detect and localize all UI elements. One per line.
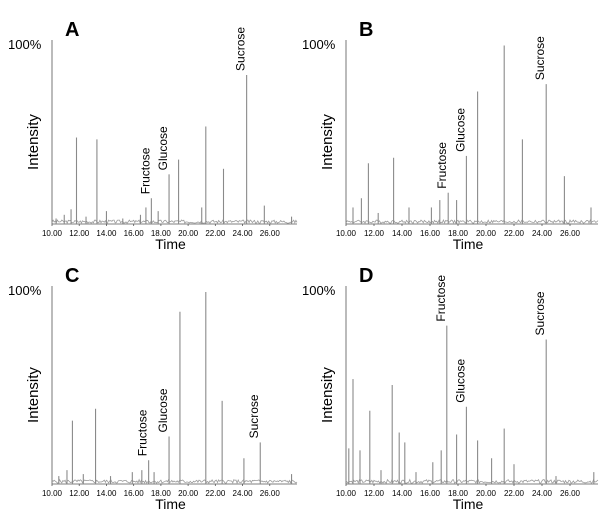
panel-letter: C: [65, 265, 79, 287]
peak-label-sucrose: Sucrose: [234, 27, 248, 71]
x-tick-label: 14.00: [392, 229, 413, 238]
baseline-trace: [51, 219, 298, 225]
x-tick-label: 24.00: [532, 489, 553, 498]
y-max-label: 100%: [302, 283, 336, 298]
panel-letter: B: [359, 19, 373, 41]
peak-label-fructose: Fructose: [435, 142, 449, 189]
peak-label-glucose: Glucose: [156, 388, 170, 432]
peak-label-sucrose: Sucrose: [247, 394, 261, 438]
x-tick-label: 26.00: [260, 229, 281, 238]
y-max-label: 100%: [302, 37, 336, 52]
y-axis-label: Intensity: [319, 114, 336, 170]
panel-b: B 100% Intensity 10.00 12.00 14.00 16.00 18.00 2…: [302, 19, 599, 252]
panel-a: A 100% Intensity 10.00 12.00 14.00 16.00 18.00 2…: [8, 19, 298, 252]
peak-label-glucose: Glucose: [453, 358, 467, 402]
y-axis-label: Intensity: [319, 367, 336, 423]
x-tick-label: 22.00: [205, 489, 226, 498]
y-axis-label: Intensity: [25, 114, 42, 170]
x-tick-label: 26.00: [560, 229, 581, 238]
panel-letter: A: [65, 19, 79, 41]
x-tick-label: 16.00: [124, 489, 145, 498]
baseline-trace: [51, 478, 298, 485]
x-tick-label: 10.00: [42, 229, 63, 238]
x-tick-label: 26.00: [260, 489, 281, 498]
x-tick-label: 24.00: [532, 229, 553, 238]
x-axis-label: Time: [155, 236, 186, 252]
x-tick-label: 18.00: [151, 489, 172, 498]
x-tick-label: 10.00: [336, 229, 357, 238]
peak-label-fructose: Fructose: [434, 275, 448, 322]
panel-d: D 100% Intensity 10.00 12.00 14.00 16.00 18.00 2…: [302, 265, 599, 512]
x-tick-label: 20.00: [178, 489, 199, 498]
x-tick-label: 16.00: [124, 229, 145, 238]
x-tick-label: 16.00: [420, 489, 441, 498]
peak-label-glucose: Glucose: [156, 126, 170, 170]
x-tick-label: 24.00: [233, 489, 254, 498]
x-tick-label: 12.00: [69, 489, 90, 498]
x-tick-label: 22.00: [504, 489, 525, 498]
x-tick-label: 10.00: [336, 489, 357, 498]
x-tick-label: 10.00: [42, 489, 63, 498]
x-tick-label: 14.00: [96, 229, 117, 238]
x-axis-label: Time: [155, 496, 186, 512]
y-axis-label: Intensity: [25, 367, 42, 423]
peak-label-glucose: Glucose: [453, 108, 467, 152]
x-tick-label: 12.00: [69, 229, 90, 238]
x-tick-label: 18.00: [448, 489, 469, 498]
x-tick-label: 20.00: [178, 229, 199, 238]
x-tick-label: 18.00: [448, 229, 469, 238]
baseline-trace: [345, 478, 599, 485]
panel-c: C 100% Intensity 10.00 12.00 14.00 16.00 18.00 2…: [8, 265, 298, 512]
peak-label-sucrose: Sucrose: [533, 291, 547, 335]
baseline-trace: [345, 218, 599, 225]
y-max-label: 100%: [8, 283, 42, 298]
x-tick-label: 20.00: [476, 489, 497, 498]
x-tick-label: 20.00: [476, 229, 497, 238]
peak-label-sucrose: Sucrose: [533, 36, 547, 80]
x-axis-label: Time: [453, 236, 484, 252]
x-tick-label: 12.00: [364, 489, 385, 498]
peak-label-fructose: Fructose: [136, 409, 150, 456]
x-tick-label: 14.00: [392, 489, 413, 498]
x-tick-label: 22.00: [504, 229, 525, 238]
x-tick-label: 14.00: [96, 489, 117, 498]
x-tick-label: 16.00: [420, 229, 441, 238]
x-axis-label: Time: [453, 496, 484, 512]
x-tick-label: 26.00: [560, 489, 581, 498]
x-tick-label: 18.00: [151, 229, 172, 238]
peak-label-fructose: Fructose: [138, 147, 152, 194]
x-tick-label: 22.00: [205, 229, 226, 238]
y-max-label: 100%: [8, 37, 42, 52]
x-tick-label: 24.00: [233, 229, 254, 238]
panel-letter: D: [359, 265, 373, 287]
x-tick-label: 12.00: [364, 229, 385, 238]
